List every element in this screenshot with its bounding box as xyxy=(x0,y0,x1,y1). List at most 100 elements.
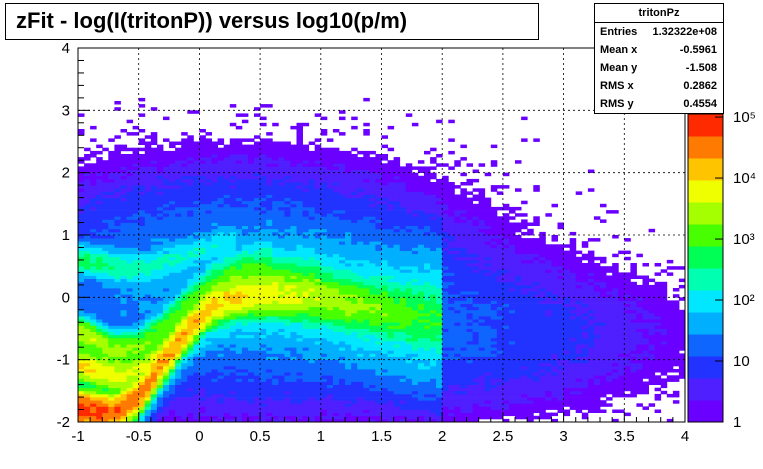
heat-cell xyxy=(248,157,255,161)
heat-cell xyxy=(126,400,134,404)
heat-cell xyxy=(314,312,322,317)
heat-cell xyxy=(357,328,364,332)
heat-cell xyxy=(132,166,140,170)
heat-cell xyxy=(163,256,170,261)
heat-cell xyxy=(96,309,103,314)
heat-cell xyxy=(260,372,267,376)
heat-cell xyxy=(345,197,352,202)
heat-cell xyxy=(132,409,140,413)
heat-cell xyxy=(108,322,115,326)
heat-cell xyxy=(405,328,413,332)
heat-cell xyxy=(363,166,370,170)
heat-cell xyxy=(351,316,358,320)
heat-cell xyxy=(260,381,267,385)
heat-cell xyxy=(211,303,218,308)
heat-cell xyxy=(138,350,146,354)
heat-cell xyxy=(193,250,200,255)
heat-cell xyxy=(199,397,206,401)
heat-cell xyxy=(175,263,182,267)
heat-cell xyxy=(211,206,218,211)
heat-cell xyxy=(138,341,146,345)
heat-cell xyxy=(169,362,176,367)
heat-cell xyxy=(223,219,231,223)
heat-cell xyxy=(108,319,115,323)
heat-cell xyxy=(278,309,285,314)
heat-cell xyxy=(363,222,370,226)
heat-cell xyxy=(339,185,346,189)
heat-cell xyxy=(229,362,237,367)
heat-cell xyxy=(84,369,91,373)
heat-cell xyxy=(138,250,146,255)
heat-cell xyxy=(290,344,297,348)
heat-cell xyxy=(193,319,200,323)
heat-cell xyxy=(339,384,346,389)
heat-cell xyxy=(314,362,322,367)
heat-cell xyxy=(90,275,97,279)
heat-cell xyxy=(132,297,140,301)
heat-cell xyxy=(84,362,91,367)
heat-cell xyxy=(90,154,97,158)
heat-cell xyxy=(187,281,194,286)
heat-cell xyxy=(175,378,182,382)
heat-cell xyxy=(254,393,261,398)
heat-cell xyxy=(296,225,303,230)
heat-cell xyxy=(205,319,212,323)
heat-cell xyxy=(320,247,328,251)
heat-cell xyxy=(150,178,158,183)
heat-cell xyxy=(351,125,358,130)
heat-cell xyxy=(156,300,164,304)
heat-cell xyxy=(284,356,291,360)
heat-cell xyxy=(332,166,340,170)
heat-cell xyxy=(326,182,334,186)
heat-cell xyxy=(144,188,152,192)
heat-cell xyxy=(211,322,218,326)
heat-cell xyxy=(187,356,194,360)
heat-cell xyxy=(351,231,358,236)
heat-cell xyxy=(108,163,115,167)
heat-cell xyxy=(405,331,413,336)
heat-cell xyxy=(156,263,164,267)
heat-cell xyxy=(411,228,419,233)
heat-cell xyxy=(108,384,115,389)
heat-cell xyxy=(235,400,243,404)
heat-cell xyxy=(114,328,121,332)
heat-cell xyxy=(102,210,109,214)
heat-cell xyxy=(284,182,291,186)
heat-cell xyxy=(314,172,322,177)
heat-cell xyxy=(369,188,376,192)
heat-cell xyxy=(345,347,352,351)
heat-cell xyxy=(399,347,407,351)
heat-cell xyxy=(308,256,316,261)
heat-cell xyxy=(320,384,328,389)
heat-cell xyxy=(235,197,243,202)
heat-cell xyxy=(308,250,316,255)
heat-cell xyxy=(272,141,279,145)
heat-cell xyxy=(211,400,218,404)
heat-cell xyxy=(169,412,176,417)
heat-cell xyxy=(217,309,225,314)
heat-cell xyxy=(260,228,267,233)
heat-cell xyxy=(138,129,146,133)
heat-cell xyxy=(205,150,212,155)
heat-cell xyxy=(278,397,285,401)
heat-cell xyxy=(363,369,370,373)
heat-cell xyxy=(284,169,291,173)
heat-cell xyxy=(339,316,346,320)
heat-cell xyxy=(229,347,237,351)
heat-cell xyxy=(248,203,255,208)
heat-cell xyxy=(278,415,285,420)
heat-cell xyxy=(108,228,115,233)
heat-cell xyxy=(175,284,182,289)
heat-cell xyxy=(399,247,407,251)
heat-cell xyxy=(332,163,340,167)
heat-cell xyxy=(211,154,218,158)
heat-cell xyxy=(126,238,134,242)
heat-cell xyxy=(314,288,322,292)
heat-cell xyxy=(163,384,170,389)
heat-cell xyxy=(193,259,200,264)
heat-cell xyxy=(90,325,97,329)
heat-cell xyxy=(108,356,115,360)
heat-cell xyxy=(96,356,103,360)
heat-cell xyxy=(357,400,364,404)
heat-cell xyxy=(375,291,382,295)
